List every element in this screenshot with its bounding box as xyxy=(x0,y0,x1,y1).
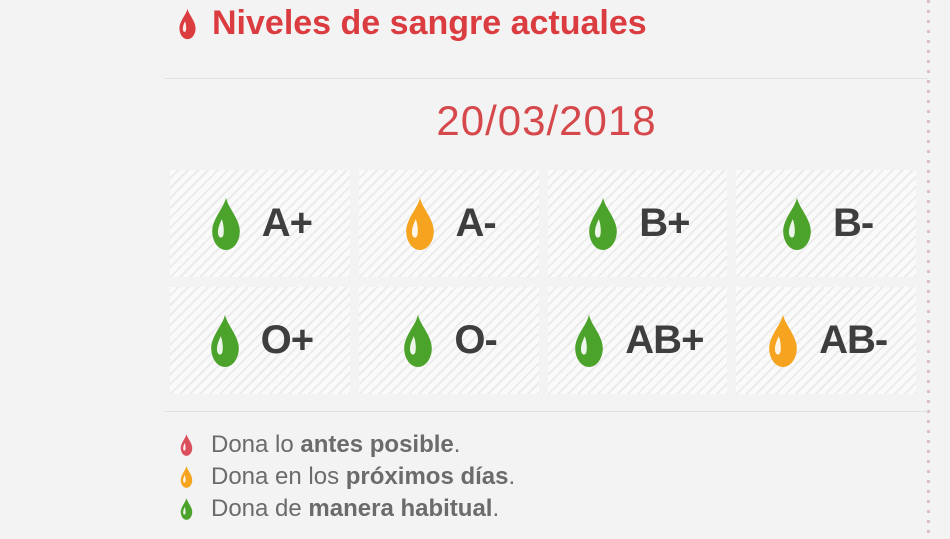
blood-level-tile: AB- xyxy=(736,287,916,394)
blood-type-label: B+ xyxy=(639,201,690,245)
dotted-vertical-divider xyxy=(927,0,930,539)
legend-text-prefix: Dona de xyxy=(211,495,309,522)
blood-drop-icon xyxy=(180,466,193,488)
legend-text-suffix: . xyxy=(453,431,461,458)
blood-drop-icon xyxy=(210,314,239,367)
blood-type-label: O+ xyxy=(260,318,314,362)
legend-text-bold: próximos días xyxy=(345,463,509,490)
legend-item: Dona en los próximos días. xyxy=(179,463,515,491)
blood-type-label: A+ xyxy=(261,201,313,245)
blood-level-tile: A- xyxy=(358,170,539,277)
legend-text: Dona lo antes posible. xyxy=(211,431,460,459)
blood-drop-icon xyxy=(404,314,433,367)
blood-level-tile: B- xyxy=(736,170,916,277)
panel-header: Niveles de sangre actuales xyxy=(177,4,647,43)
legend-item: Dona de manera habitual. xyxy=(179,495,515,523)
blood-levels-grid: A+ A- B+ B- O+ O- xyxy=(170,170,916,394)
page-title: Niveles de sangre actuales xyxy=(212,4,647,42)
blood-type-label: O- xyxy=(454,318,497,362)
blood-level-tile: O- xyxy=(358,287,539,394)
blood-level-tile: B+ xyxy=(547,170,728,277)
blood-drop-icon xyxy=(180,498,193,520)
blood-drop-icon xyxy=(405,197,434,250)
legend-item: Dona lo antes posible. xyxy=(179,431,515,459)
blood-type-label: B- xyxy=(833,201,874,245)
blood-drop-icon xyxy=(769,314,797,367)
legend-text: Dona en los próximos días. xyxy=(211,463,515,491)
legend-text: Dona de manera habitual. xyxy=(211,495,499,523)
blood-type-label: AB- xyxy=(819,318,888,362)
legend-text-suffix: . xyxy=(492,495,500,522)
blood-type-label: AB+ xyxy=(625,318,704,362)
blood-level-tile: O+ xyxy=(170,287,350,394)
legend-divider xyxy=(165,411,928,412)
blood-drop-icon xyxy=(589,197,618,250)
blood-drop-icon xyxy=(211,197,240,250)
blood-level-tile: A+ xyxy=(170,170,350,277)
blood-drop-icon xyxy=(179,8,196,39)
legend-text-prefix: Dona en los xyxy=(211,463,346,490)
header-divider xyxy=(165,78,928,79)
blood-drop-icon xyxy=(783,197,811,250)
legend-text-suffix: . xyxy=(508,463,516,490)
legend-text-bold: antes posible xyxy=(300,431,454,458)
blood-type-label: A- xyxy=(455,201,497,245)
legend-text-prefix: Dona lo xyxy=(211,431,301,458)
legend-text-bold: manera habitual xyxy=(308,495,493,522)
blood-drop-icon xyxy=(180,434,193,456)
blood-drop-icon xyxy=(575,314,604,367)
current-date: 20/03/2018 xyxy=(436,97,657,144)
legend: Dona lo antes posible. Dona en los próxi… xyxy=(179,431,515,523)
blood-level-tile: AB+ xyxy=(547,287,728,394)
